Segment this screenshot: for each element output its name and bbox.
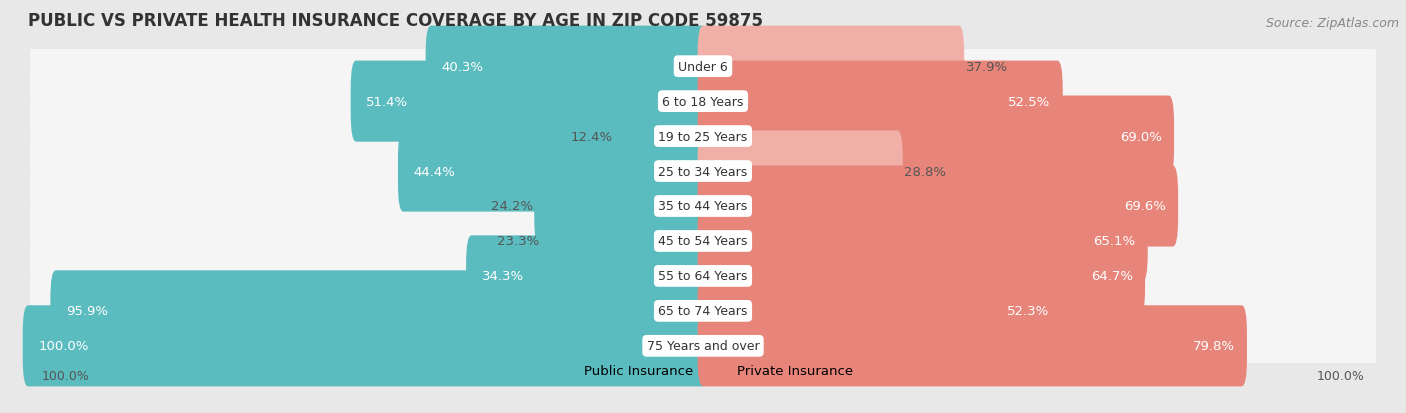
FancyBboxPatch shape bbox=[697, 26, 965, 107]
FancyBboxPatch shape bbox=[30, 9, 1376, 125]
FancyBboxPatch shape bbox=[426, 26, 709, 107]
Text: 95.9%: 95.9% bbox=[66, 305, 108, 318]
FancyBboxPatch shape bbox=[697, 62, 1063, 142]
FancyBboxPatch shape bbox=[697, 131, 903, 212]
Text: 40.3%: 40.3% bbox=[441, 61, 484, 74]
Text: 28.8%: 28.8% bbox=[904, 165, 946, 178]
Text: 44.4%: 44.4% bbox=[413, 165, 456, 178]
Text: 75 Years and over: 75 Years and over bbox=[647, 339, 759, 352]
Legend: Public Insurance, Private Insurance: Public Insurance, Private Insurance bbox=[548, 358, 858, 382]
Text: 23.3%: 23.3% bbox=[496, 235, 538, 248]
FancyBboxPatch shape bbox=[22, 306, 709, 387]
Text: 100.0%: 100.0% bbox=[38, 339, 89, 352]
FancyBboxPatch shape bbox=[30, 44, 1376, 159]
Text: 52.3%: 52.3% bbox=[1007, 305, 1049, 318]
Text: PUBLIC VS PRIVATE HEALTH INSURANCE COVERAGE BY AGE IN ZIP CODE 59875: PUBLIC VS PRIVATE HEALTH INSURANCE COVER… bbox=[28, 12, 763, 31]
FancyBboxPatch shape bbox=[51, 271, 709, 351]
FancyBboxPatch shape bbox=[540, 201, 709, 282]
FancyBboxPatch shape bbox=[614, 96, 709, 177]
FancyBboxPatch shape bbox=[30, 79, 1376, 194]
Text: 37.9%: 37.9% bbox=[966, 61, 1008, 74]
FancyBboxPatch shape bbox=[697, 96, 1174, 177]
Text: 45 to 54 Years: 45 to 54 Years bbox=[658, 235, 748, 248]
FancyBboxPatch shape bbox=[697, 306, 1247, 387]
Text: 19 to 25 Years: 19 to 25 Years bbox=[658, 130, 748, 143]
FancyBboxPatch shape bbox=[350, 62, 709, 142]
Text: 51.4%: 51.4% bbox=[366, 95, 408, 108]
FancyBboxPatch shape bbox=[30, 114, 1376, 229]
FancyBboxPatch shape bbox=[697, 236, 1144, 317]
Text: 55 to 64 Years: 55 to 64 Years bbox=[658, 270, 748, 283]
FancyBboxPatch shape bbox=[467, 236, 709, 317]
Text: 6 to 18 Years: 6 to 18 Years bbox=[662, 95, 744, 108]
Text: 64.7%: 64.7% bbox=[1091, 270, 1133, 283]
FancyBboxPatch shape bbox=[30, 219, 1376, 334]
Text: 52.5%: 52.5% bbox=[1008, 95, 1050, 108]
Text: 100.0%: 100.0% bbox=[42, 369, 90, 382]
Text: 65 to 74 Years: 65 to 74 Years bbox=[658, 305, 748, 318]
Text: Source: ZipAtlas.com: Source: ZipAtlas.com bbox=[1265, 17, 1399, 29]
Text: Under 6: Under 6 bbox=[678, 61, 728, 74]
FancyBboxPatch shape bbox=[697, 166, 1178, 247]
Text: 24.2%: 24.2% bbox=[491, 200, 533, 213]
FancyBboxPatch shape bbox=[398, 131, 709, 212]
FancyBboxPatch shape bbox=[30, 149, 1376, 264]
Text: 69.6%: 69.6% bbox=[1123, 200, 1166, 213]
FancyBboxPatch shape bbox=[697, 271, 1062, 351]
FancyBboxPatch shape bbox=[697, 201, 1147, 282]
Text: 34.3%: 34.3% bbox=[482, 270, 524, 283]
Text: 100.0%: 100.0% bbox=[1316, 369, 1364, 382]
FancyBboxPatch shape bbox=[30, 254, 1376, 369]
Text: 69.0%: 69.0% bbox=[1121, 130, 1161, 143]
FancyBboxPatch shape bbox=[534, 166, 709, 247]
Text: 65.1%: 65.1% bbox=[1094, 235, 1136, 248]
FancyBboxPatch shape bbox=[30, 288, 1376, 404]
Text: 35 to 44 Years: 35 to 44 Years bbox=[658, 200, 748, 213]
Text: 79.8%: 79.8% bbox=[1192, 339, 1234, 352]
Text: 12.4%: 12.4% bbox=[571, 130, 613, 143]
Text: 25 to 34 Years: 25 to 34 Years bbox=[658, 165, 748, 178]
FancyBboxPatch shape bbox=[30, 184, 1376, 299]
